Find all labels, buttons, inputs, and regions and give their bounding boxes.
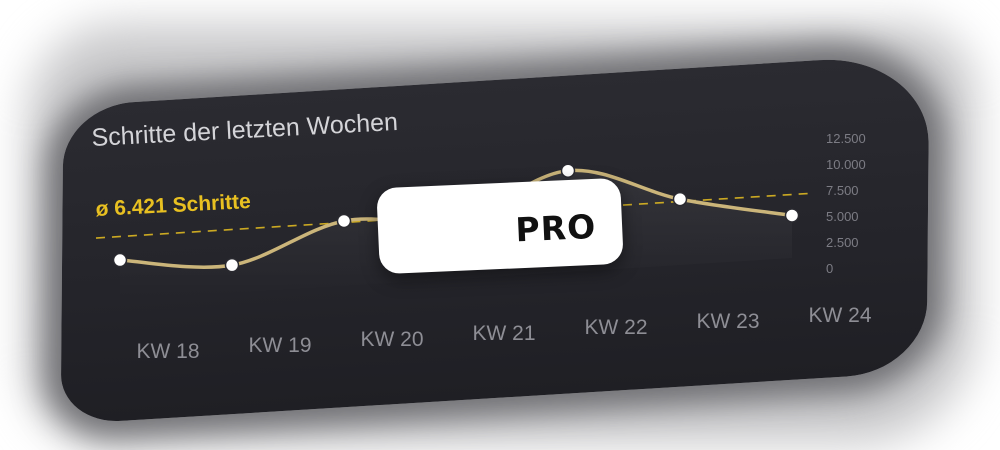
pro-badge-label: PRO [514,206,597,250]
y-tick-label: 12.500 [826,131,866,146]
x-tick-label: KW 18 [136,340,199,363]
x-tick-label: KW 23 [696,310,759,333]
x-tick-label: KW 19 [248,334,311,357]
y-tick-label: 7.500 [826,183,859,198]
x-tick-label: KW 24 [808,304,871,327]
data-point [224,257,240,273]
x-tick-label: KW 20 [360,328,423,351]
x-axis: KW 18 KW 19 KW 20 KW 21 KW 22 KW 23 KW 24 [136,304,871,363]
data-point [336,213,352,229]
chart-title: Schritte der letzten Wochen [91,108,399,152]
y-tick-label: 5.000 [826,209,859,224]
pro-badge[interactable]: PRO [376,177,624,275]
x-tick-label: KW 21 [472,322,535,345]
y-tick-label: 2.500 [826,235,859,250]
data-point [784,208,800,223]
average-label: ø 6.421 Schritte [95,190,251,221]
data-point [672,191,688,207]
data-point [112,252,128,268]
data-points [112,163,800,273]
x-tick-label: KW 22 [584,316,647,339]
data-point [560,163,576,178]
y-tick-label: 10.000 [826,157,866,172]
y-axis: 12.500 10.000 7.500 5.000 2.500 0 [826,131,866,276]
y-tick-label: 0 [826,261,833,276]
